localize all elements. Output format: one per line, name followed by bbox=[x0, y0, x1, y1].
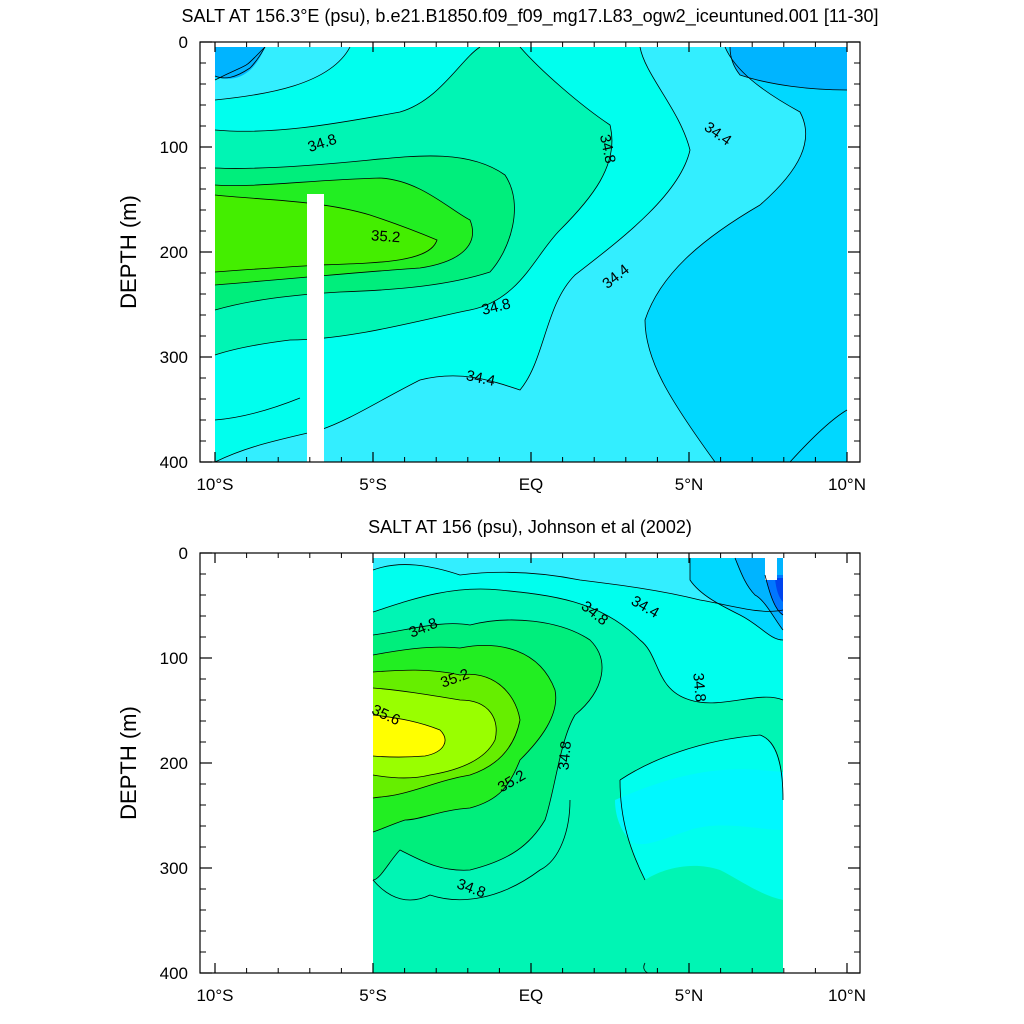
level-fill-34.0 bbox=[215, 47, 265, 79]
x-tick-label: 10°S bbox=[196, 986, 233, 1005]
x-tick-label: EQ bbox=[519, 475, 544, 494]
y-tick-label: 0 bbox=[179, 33, 188, 52]
panel-observed-salinity: SALT AT 156 (psu), Johnson et al (2002) bbox=[116, 517, 866, 1005]
y-axis-label: DEPTH (m) bbox=[116, 195, 141, 309]
level-fill-34.4 bbox=[373, 558, 783, 612]
x-tick-label: 10°S bbox=[196, 475, 233, 494]
contour-label: 34.8 bbox=[555, 740, 574, 771]
y-tick-label: 200 bbox=[160, 754, 188, 773]
panel-title: SALT AT 156 (psu), Johnson et al (2002) bbox=[368, 517, 692, 537]
contour-label: 35.2 bbox=[371, 227, 401, 246]
y-tick-label: 100 bbox=[160, 138, 188, 157]
y-axis-label: DEPTH (m) bbox=[116, 706, 141, 820]
contour-label: 34.8 bbox=[596, 133, 619, 165]
contour-label: 34.8 bbox=[689, 672, 708, 703]
panel-model-salinity: SALT AT 156.3°E (psu), b.e21.B1850.f09_f… bbox=[116, 6, 879, 494]
x-tick-label: 5°S bbox=[359, 475, 387, 494]
y-tick-label: 400 bbox=[160, 453, 188, 472]
y-tick-label: 300 bbox=[160, 859, 188, 878]
x-tick-label: 5°S bbox=[359, 986, 387, 1005]
axes-frame: 10°S 5°S EQ 5°N 10°N 0 100 200 300 400 bbox=[160, 33, 866, 494]
contour-label: 34.8 bbox=[480, 295, 512, 319]
salinity-field bbox=[214, 42, 848, 462]
y-tick-label: 0 bbox=[179, 544, 188, 563]
level-fill-34.6-lens bbox=[615, 769, 783, 845]
x-tick-label: 10°N bbox=[828, 986, 866, 1005]
x-tick-label: 5°N bbox=[675, 475, 704, 494]
panel-title: SALT AT 156.3°E (psu), b.e21.B1850.f09_f… bbox=[181, 6, 878, 27]
salinity-field bbox=[372, 557, 784, 973]
missing-data-cell bbox=[765, 558, 777, 580]
y-tick-label: 300 bbox=[160, 348, 188, 367]
x-tick-label: EQ bbox=[519, 986, 544, 1005]
axes-frame: 10°S 5°S EQ 5°N 10°N 0 100 200 300 400 bbox=[160, 544, 866, 1005]
contour-label: 34.4 bbox=[465, 367, 497, 390]
x-tick-label: 5°N bbox=[675, 986, 704, 1005]
level-fill-33.6 bbox=[775, 578, 783, 602]
x-tick-label: 10°N bbox=[828, 475, 866, 494]
y-tick-label: 200 bbox=[160, 243, 188, 262]
y-tick-label: 400 bbox=[160, 964, 188, 983]
missing-data-column bbox=[307, 194, 324, 462]
level-fill-35.4 bbox=[215, 195, 437, 272]
y-tick-label: 100 bbox=[160, 649, 188, 668]
level-fill-34.0 bbox=[730, 47, 847, 90]
